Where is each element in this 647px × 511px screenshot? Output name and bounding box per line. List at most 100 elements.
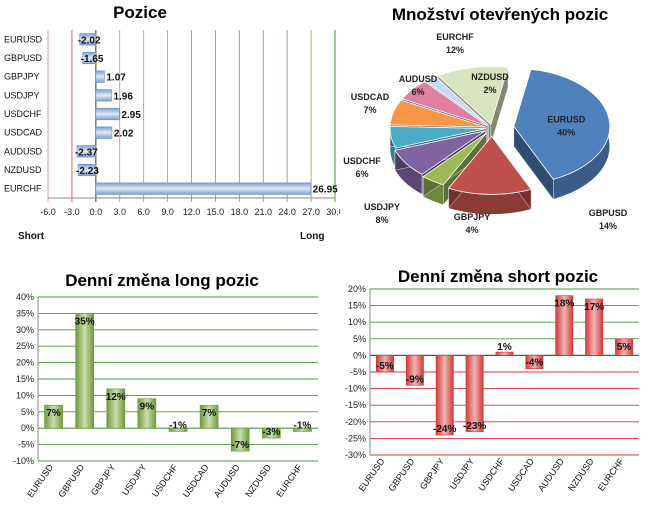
- bar: [106, 388, 126, 429]
- x-tick-label: USDCAD: [506, 456, 536, 493]
- category-label: EURUSD: [4, 34, 43, 44]
- bar: [79, 33, 97, 46]
- data-label: 5%: [617, 342, 632, 353]
- pie-slice: [422, 132, 487, 186]
- slice-category-label: GBPJPY: [454, 212, 491, 222]
- slice-value-label: 14%: [599, 221, 617, 231]
- slice-value-label: 40%: [557, 128, 575, 138]
- data-label: 1.96: [113, 91, 133, 102]
- data-label: -1%: [169, 420, 187, 431]
- bar: [137, 398, 157, 429]
- category-label: GBPUSD: [4, 53, 43, 63]
- bar: [293, 427, 312, 432]
- data-label: 17%: [584, 302, 604, 313]
- x-tick-label: EURCHF: [596, 456, 626, 493]
- bar: [435, 355, 454, 436]
- short-label: Short: [18, 231, 45, 242]
- data-label: -9%: [406, 374, 424, 385]
- bar: [585, 298, 604, 356]
- slice-category-label: AUDUSD: [399, 74, 438, 84]
- y-tick-label: 5%: [21, 407, 34, 417]
- x-tick-label: USDCHF: [476, 456, 506, 493]
- y-tick-label: 25%: [16, 341, 34, 351]
- pozice-chart: Pozice Short Long -6.0 -3.0 0.0 3.0 6.0 9.0 12…: [0, 0, 344, 250]
- x-tick-label: EURUSD: [357, 456, 387, 493]
- pie-slice: [447, 135, 532, 195]
- y-tick-label: 10%: [16, 390, 34, 400]
- bar: [405, 355, 424, 386]
- x-tick-label: NZDUSD: [243, 462, 273, 499]
- data-label: 1%: [497, 342, 512, 353]
- slice-value-label: 7%: [363, 105, 376, 115]
- data-label: 7%: [46, 408, 61, 419]
- x-tick-label: USDCAD: [181, 462, 211, 499]
- x-tick-label: GBPJPY: [418, 456, 447, 491]
- x-tick-label: EURUSD: [25, 462, 55, 499]
- data-label: -2.02: [78, 35, 101, 46]
- x-tick-label: 18.0: [231, 207, 249, 217]
- data-label: 9%: [140, 402, 155, 413]
- pozice-svg: Pozice Short Long -6.0 -3.0 0.0 3.0 6.0 9.0 12…: [4, 3, 344, 242]
- pie-slice: [513, 68, 611, 180]
- short-change-svg: Denní změna short pozic 20% 15% 10% 5% 0% -5%…: [345, 267, 639, 493]
- y-tick-label: -10%: [13, 456, 34, 466]
- chart-title: Denní změna short pozic: [398, 267, 598, 286]
- x-tick-label: AUDUSD: [212, 462, 242, 499]
- y-tick-label: -30%: [345, 450, 366, 460]
- y-tick-label: 40%: [16, 292, 34, 302]
- bar: [495, 351, 514, 356]
- category-label: USDJPY: [4, 90, 40, 100]
- chart-title: Množství otevřených pozic: [392, 5, 608, 24]
- x-tick-label: GBPUSD: [386, 456, 416, 493]
- bar: [230, 427, 250, 452]
- bar: [525, 355, 544, 369]
- x-tick-label: USDJPY: [120, 462, 149, 497]
- bar: [44, 404, 63, 429]
- x-tick-label: 3.0: [113, 207, 126, 217]
- slice-category-label: USDCAD: [351, 92, 390, 102]
- data-label: 12%: [106, 392, 126, 403]
- x-tick-label: 6.0: [137, 207, 150, 217]
- y-tick-label: 30%: [16, 325, 34, 335]
- mnozstvi-svg: Množství otevřených pozic EURUSD 40% GBPUS…: [343, 5, 627, 235]
- bar: [75, 313, 94, 429]
- slice-value-label: 12%: [446, 45, 464, 55]
- y-tick-label: 35%: [16, 308, 34, 318]
- y-tick-label: -15%: [345, 400, 366, 410]
- y-tick-label: -10%: [345, 384, 366, 394]
- long-change-svg: Denní změna long pozic 40% 35% 30% 25% 20% 15…: [13, 271, 318, 499]
- data-label: 1.07: [106, 73, 126, 84]
- pie-slice: [394, 130, 486, 175]
- x-tick-label: 15.0: [207, 207, 225, 217]
- x-tick-label: 9.0: [161, 207, 174, 217]
- data-label: 7%: [202, 408, 217, 419]
- y-tick-label: -5%: [18, 440, 34, 450]
- chart-title: Denní změna long pozic: [65, 271, 259, 290]
- y-tick-label: 20%: [348, 284, 366, 294]
- x-tick-label: EURCHF: [274, 462, 304, 499]
- bar: [95, 70, 105, 83]
- pie-slice: [389, 99, 487, 128]
- data-label: -23%: [463, 421, 486, 432]
- bar: [95, 107, 120, 121]
- y-tick-label: 20%: [16, 358, 34, 368]
- data-label: -4%: [525, 358, 543, 369]
- category-label: EURCHF: [4, 184, 42, 194]
- bar: [199, 404, 219, 429]
- x-tick-label: GBPUSD: [56, 462, 86, 499]
- data-label: -1.65: [81, 54, 104, 65]
- y-tick-label: 0%: [21, 423, 34, 433]
- slice-category-label: EURCHF: [436, 32, 474, 42]
- y-tick-label: -20%: [345, 417, 366, 427]
- data-label: -2.37: [75, 147, 98, 158]
- long-change-chart: Denní změna long pozic 40% 35% 30% 25% 20% 15…: [0, 258, 330, 506]
- y-tick-label: 0%: [353, 350, 366, 360]
- bar: [465, 355, 484, 433]
- bar: [95, 126, 113, 139]
- category-label: USDCHF: [4, 109, 42, 119]
- y-tick-label: -5%: [350, 367, 366, 377]
- pie-slice: [437, 66, 509, 126]
- y-tick-label: 15%: [16, 374, 34, 384]
- y-tick-label: 10%: [348, 317, 366, 327]
- mnozstvi-chart: Množství otevřených pozic EURUSD 40% GBPUS…: [340, 0, 647, 250]
